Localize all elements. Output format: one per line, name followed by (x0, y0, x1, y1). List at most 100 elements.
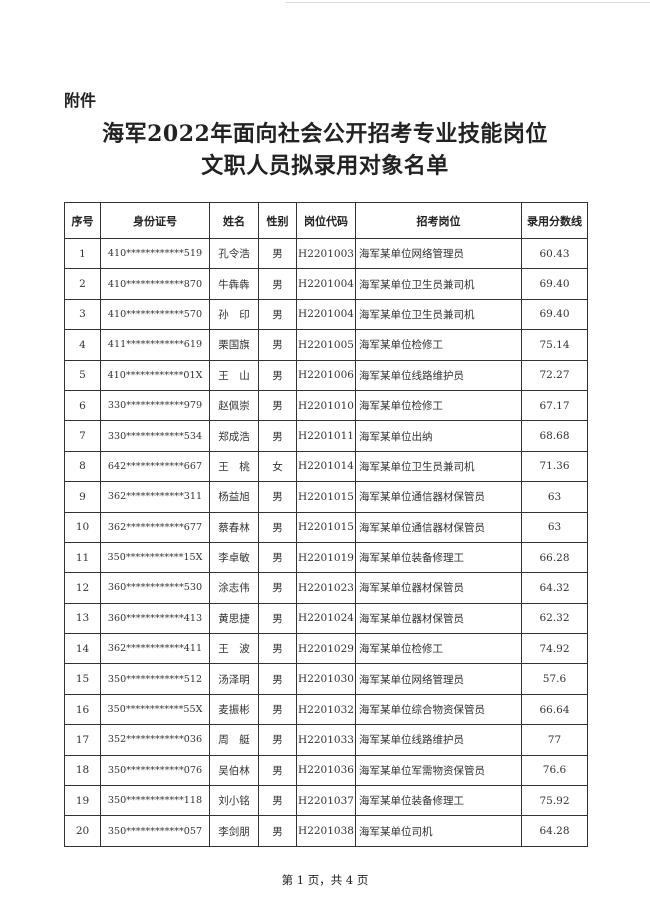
column-header-position: 招考岗位 (355, 202, 522, 239)
table-row: 8 642************667 王 桃女 H2201014 海军某单位卫生员兼… (64, 450, 588, 483)
column-header-id-number: 身份证号 (100, 202, 210, 239)
table-row: 17 352************036 周 艇男 H2201033 海军某单位线路维… (64, 724, 588, 756)
cell-position-code: H2201011 (296, 420, 356, 452)
cell-name: 栗国旗 (209, 329, 259, 361)
cell-position: 海军某单位网络管理员 (355, 237, 522, 270)
cell-position: 海军某单位卫生员兼司机 (355, 268, 522, 300)
cell-position: 海军某单位军需物资保管员 (355, 754, 522, 787)
cell-position: 海军某单位检修工 (355, 633, 522, 665)
cell-score: 69.40 (521, 298, 588, 331)
cell-name: 孔令浩 (209, 237, 259, 270)
cell-gender: 男 (258, 785, 297, 817)
cell-id-number: 411************619 (100, 329, 210, 361)
cell-id-number: 352************036 (100, 724, 210, 756)
cell-score: 62.32 (521, 602, 588, 635)
page-number: 第 1 页，共 4 页 (281, 873, 369, 887)
cell-score: 76.6 (521, 754, 588, 787)
cell-index: 20 (64, 815, 101, 847)
cell-score: 66.28 (521, 541, 588, 574)
cell-index: 14 (64, 633, 101, 665)
cell-position: 海军某单位器材保管员 (355, 572, 522, 604)
cell-name: 杨益旭 (209, 481, 259, 513)
cell-score: 64.28 (521, 815, 588, 847)
cell-position-code: H2201015 (296, 481, 356, 513)
cell-gender: 男 (258, 329, 297, 361)
cell-name: 郑成浩 (209, 420, 259, 452)
cell-gender: 男 (258, 420, 297, 452)
cell-name: 牛犇犇 (209, 268, 259, 300)
cell-name: 麦振彬 (209, 693, 259, 726)
cell-score: 71.36 (521, 450, 588, 483)
cell-position: 海军某单位司机 (355, 815, 522, 847)
cell-index: 2 (64, 268, 101, 300)
cell-score: 69.40 (521, 268, 588, 300)
table-row: 18 350************076 吴伯林男 H2201036 海军某单位军需物… (64, 754, 588, 787)
cell-name: 周 艇 (209, 724, 259, 756)
cell-score: 75.14 (521, 329, 588, 361)
cell-position: 海军某单位检修工 (355, 329, 522, 361)
cell-index: 16 (64, 693, 101, 726)
cell-gender: 男 (258, 481, 297, 513)
cell-name: 王 山 (209, 359, 259, 391)
cell-index: 11 (64, 541, 101, 574)
cell-name: 吴伯林 (209, 754, 259, 787)
cell-position-code: H2201030 (296, 663, 356, 695)
cell-name: 王 波 (209, 633, 259, 665)
cell-position-code: H2201019 (296, 541, 356, 574)
table-row: 16 350************55X 麦振彬男 H2201032 海军某单位综合物… (64, 693, 588, 726)
table-row: 3 410************570 孙 印男 H2201004 海军某单位卫生员兼… (64, 298, 588, 331)
cell-id-number: 330************979 (100, 389, 210, 422)
cell-id-number: 410************570 (100, 298, 210, 331)
cell-gender: 女 (258, 450, 297, 483)
column-header-index: 序号 (64, 202, 101, 239)
cell-score: 63 (521, 511, 588, 543)
table-row: 20 350************057 李剑朋男 H2201038 海军某单位司机 6… (64, 815, 588, 847)
cell-id-number: 360************530 (100, 572, 210, 604)
cell-position: 海军某单位检修工 (355, 389, 522, 422)
cell-gender: 男 (258, 572, 297, 604)
cell-position: 海军某单位通信器材保管员 (355, 481, 522, 513)
cell-position-code: H2201004 (296, 268, 356, 300)
cell-position: 海军某单位卫生员兼司机 (355, 450, 522, 483)
cell-position: 海军某单位器材保管员 (355, 602, 522, 635)
table-row: 5 410************01X 王 山男 H2201006 海军某单位线路维护… (64, 359, 588, 391)
table-row: 2 410************870 牛犇犇男 H2201004 海军某单位卫生员兼… (64, 268, 588, 300)
cell-position: 海军某单位卫生员兼司机 (355, 298, 522, 331)
cell-id-number: 410************519 (100, 237, 210, 270)
document-title-line-2: 文职人员拟录用对象名单 (201, 153, 449, 179)
cell-position-code: H2201036 (296, 754, 356, 787)
cell-score: 68.68 (521, 420, 588, 452)
cell-id-number: 410************01X (100, 359, 210, 391)
cell-id-number: 362************311 (100, 481, 210, 513)
cell-index: 6 (64, 389, 101, 422)
cell-score: 57.6 (521, 663, 588, 695)
column-header-position-code: 岗位代码 (296, 202, 356, 239)
cell-gender: 男 (258, 298, 297, 331)
cell-position-code: H2201005 (296, 329, 356, 361)
cell-position-code: H2201015 (296, 511, 356, 543)
cell-name: 孙 印 (209, 298, 259, 331)
cell-position: 海军某单位通信器材保管员 (355, 511, 522, 543)
cell-id-number: 350************55X (100, 693, 210, 726)
cell-score: 77 (521, 724, 588, 756)
cell-gender: 男 (258, 389, 297, 422)
cell-index: 4 (64, 329, 101, 361)
cell-score: 74.92 (521, 633, 588, 665)
cell-id-number: 350************076 (100, 754, 210, 787)
cell-gender: 男 (258, 693, 297, 726)
cell-index: 13 (64, 602, 101, 635)
cell-score: 75.92 (521, 785, 588, 817)
cell-name: 黄思捷 (209, 602, 259, 635)
cell-position-code: H2201037 (296, 785, 356, 817)
cell-position-code: H2201033 (296, 724, 356, 756)
cell-index: 8 (64, 450, 101, 483)
table-row: 15 350************512 汤泽明男 H2201030 海军某单位网络管… (64, 663, 588, 695)
table-row: 12 360************530 涂志伟男 H2201023 海军某单位器材保… (64, 572, 588, 604)
cell-score: 64.32 (521, 572, 588, 604)
cell-position-code: H2201038 (296, 815, 356, 847)
cell-index: 17 (64, 724, 101, 756)
table-row: 10 362************677 蔡春林男 H2201015 海军某单位通信器… (64, 511, 588, 543)
candidate-table: 序号 身份证号 姓名 性别 岗位代码 招考岗位 录用分数线 1 410************… (64, 202, 588, 847)
table-row: 14 362************411 王 波男 H2201029 海军某单位检修工… (64, 633, 588, 665)
cell-index: 5 (64, 359, 101, 391)
